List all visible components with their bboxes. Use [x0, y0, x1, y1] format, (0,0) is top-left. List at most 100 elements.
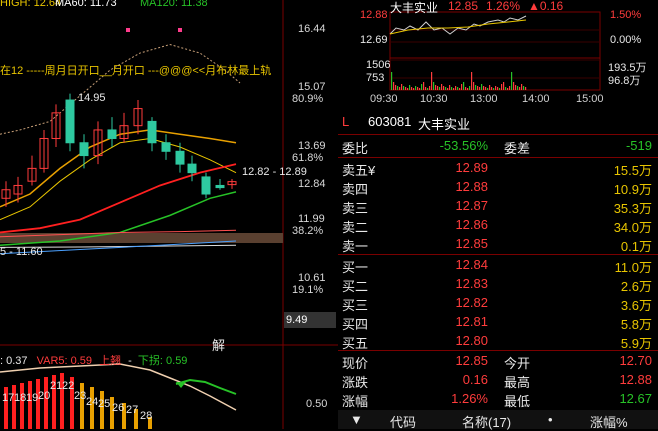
quote-label: 现价 [342, 356, 369, 371]
order-price[interactable]: 12.83 [455, 276, 488, 291]
ma60-line [0, 229, 237, 238]
kline-chart-panel[interactable]: HIGH: 12.64 MA60: 11.73 MA120: 11.38 在12 -… [0, 0, 338, 429]
quote-label: 最高 [504, 375, 531, 390]
mini-volume-bar [483, 86, 485, 90]
mini-volume-bar [505, 87, 507, 90]
mini-volume-bar [507, 88, 509, 90]
order-price[interactable]: 12.85 [455, 236, 488, 251]
quote-value: 1.26% [451, 391, 488, 406]
mini-volume-bar [409, 85, 411, 90]
order-price[interactable]: 12.87 [455, 198, 488, 213]
kline-chart[interactable] [0, 0, 338, 429]
mini-volume-bar [431, 72, 433, 90]
mini-vol-left-high: 1506 [366, 59, 391, 71]
weicha-label: 委差 [504, 141, 531, 156]
mini-volume-bar [525, 87, 527, 90]
weibi-value: -53.56% [439, 138, 488, 153]
quote-value: 12.88 [619, 372, 652, 387]
candle-body [79, 142, 89, 157]
mini-volume-bar [417, 87, 419, 90]
mini-volume-bar [421, 84, 423, 90]
annotation-text: 在12 -----周月日开口__月开口 ---@@@<<月布林最上轨 [0, 65, 272, 77]
order-price[interactable]: 12.81 [455, 314, 488, 329]
intraday-chart[interactable] [338, 0, 658, 108]
quote-value: 12.85 [455, 353, 488, 368]
mini-volume-bar [403, 86, 405, 90]
mini-volume-bar [509, 86, 511, 90]
mini-volume-bar [475, 85, 477, 90]
signal-dot [178, 28, 182, 32]
quote-value: 12.67 [619, 391, 652, 406]
candle-body [65, 99, 75, 144]
mini-vol-tick-low: 96.8万 [608, 75, 641, 87]
mini-volume-bar [441, 84, 443, 90]
indicator-bar [90, 387, 94, 429]
indicator-marker [176, 382, 186, 388]
mini-price: 12.85 [448, 0, 479, 13]
mini-volume-bar [435, 85, 437, 90]
mini-volume-bar [437, 86, 439, 90]
indicator-bar-number: 18 [14, 392, 27, 404]
order-price[interactable]: 12.84 [455, 257, 488, 272]
mini-volume-bar [477, 86, 479, 90]
order-volume: 34.0万 [613, 220, 652, 235]
mini-vol-tick-high: 193.5万 [608, 62, 647, 74]
order-label: 卖二 [342, 220, 369, 235]
order-volume: 10.9万 [613, 182, 652, 197]
mini-volume-bar [411, 87, 413, 90]
candle-body [13, 184, 23, 195]
weicha-value: -519 [625, 138, 652, 153]
ma-legend-item: MA60: 11.73 [55, 0, 117, 9]
jie-label[interactable]: 解 [212, 338, 226, 353]
mini-volume-bar [393, 82, 395, 90]
candle-body [93, 129, 103, 157]
mini-time-tick: 10:30 [420, 93, 448, 105]
mini-left-tick-high: 12.88 [360, 9, 388, 21]
order-price[interactable]: 12.82 [455, 295, 488, 310]
indicator-bar-number: 19 [26, 392, 39, 404]
percent-tick: 80.9% [292, 93, 324, 105]
mini-volume-bar [515, 85, 517, 90]
mini-volume-bar [407, 88, 409, 90]
indicator-prefix: : 0.37 [0, 355, 28, 367]
stock-header: L 603081 大丰实业 [338, 114, 658, 133]
indicator-bar [60, 373, 64, 429]
mini-volume-bar [499, 88, 501, 90]
candle-body [215, 184, 225, 189]
order-label: 买二 [342, 279, 369, 294]
buy-row: 买一 12.84 11.0万 [338, 257, 658, 276]
mini-volume-bar [457, 87, 459, 90]
mini-time-tick: 13:00 [470, 93, 498, 105]
order-price[interactable]: 12.88 [455, 179, 488, 194]
mini-volume-bar [395, 85, 397, 90]
quote-row: 现价 12.85 今开 12.70 [338, 353, 658, 372]
ma120-line [0, 244, 237, 248]
order-volume: 2.6万 [620, 279, 652, 294]
order-label: 买三 [342, 298, 369, 313]
order-price[interactable]: 12.80 [455, 333, 488, 348]
stock-name: 大丰实业 [418, 117, 471, 132]
mini-volume-bar [471, 72, 473, 90]
tab-code[interactable]: 代码 [390, 415, 417, 430]
order-price[interactable]: 12.86 [455, 217, 488, 232]
candle-body [119, 125, 129, 139]
indicator-var5: VAR5: 0.59 [36, 355, 93, 367]
candle-body [201, 176, 211, 195]
mini-volume-bar [503, 82, 505, 90]
mini-volume-bar [413, 88, 415, 90]
candle-body [175, 150, 185, 165]
mini-volume-bar [451, 87, 453, 90]
indicator-legend: : 0.37 VAR5: 0.59 上翘 - 下拐: 0.59 [0, 355, 188, 367]
mini-volume-bar [459, 88, 461, 90]
mini-volume-bar [517, 86, 519, 90]
mini-stock-name: 大丰实业 [390, 1, 439, 15]
tab-change-pct[interactable]: 涨幅% [590, 415, 628, 430]
sort-arrow-icon[interactable]: ▼ [350, 412, 363, 427]
divider [338, 254, 658, 255]
tab-name[interactable]: 名称(17) [462, 415, 512, 430]
mini-change: ▲0.16 [528, 0, 564, 13]
mini-right-tick-high: 1.50% [610, 9, 642, 21]
order-price[interactable]: 12.89 [455, 160, 488, 175]
indicator-bar [70, 377, 74, 429]
weibi-label: 委比 [342, 141, 369, 156]
